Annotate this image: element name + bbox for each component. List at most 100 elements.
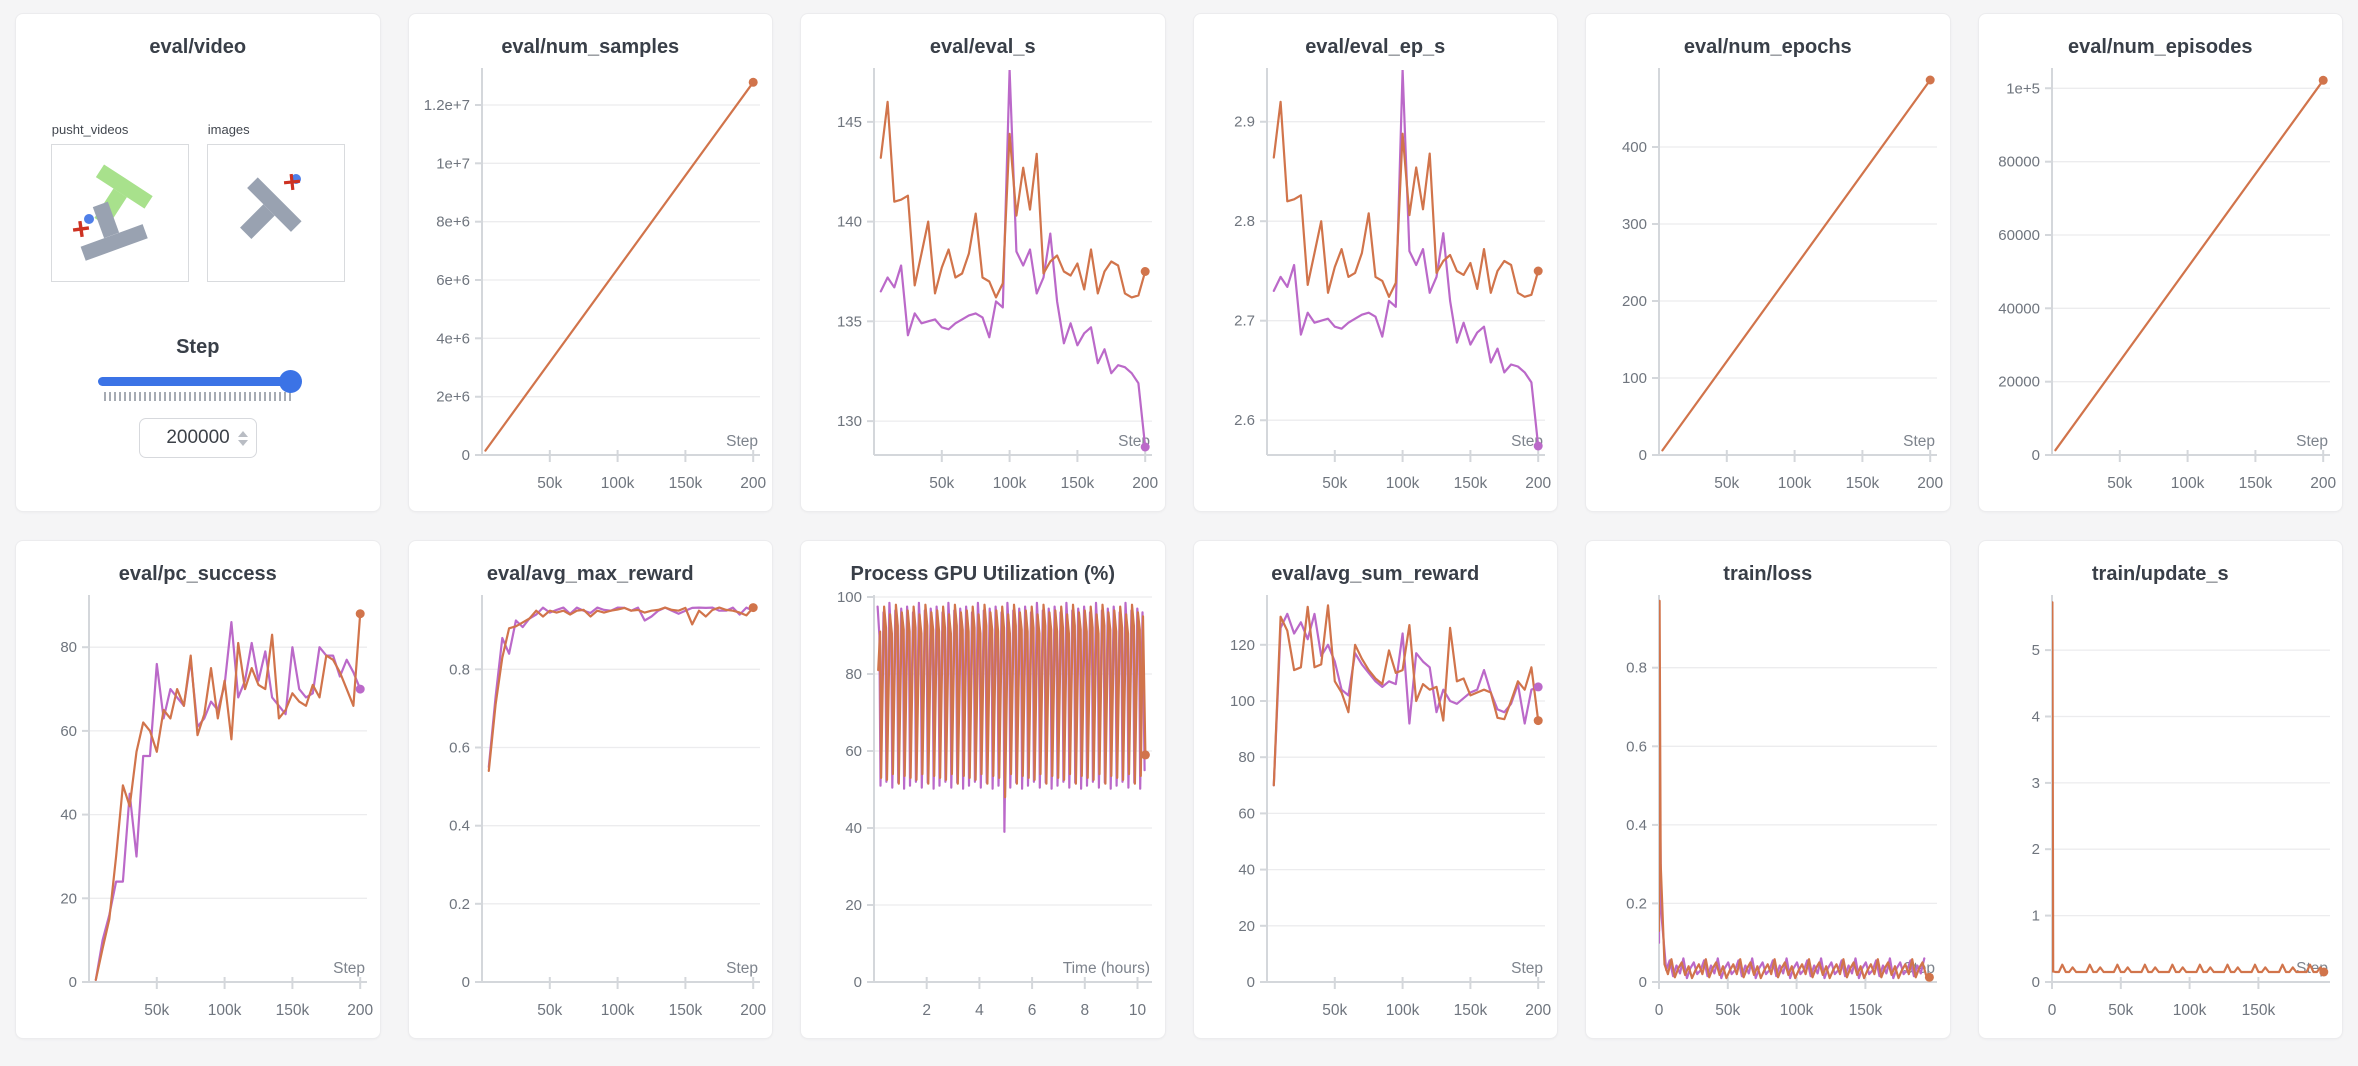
series-end-dot-run-orange [2318, 75, 2328, 85]
svg-text:200: 200 [348, 1002, 374, 1019]
chart-title: train/loss [1723, 563, 1813, 585]
series-end-dot-run-orange [748, 77, 758, 87]
svg-text:4: 4 [975, 1002, 984, 1019]
svg-text:0: 0 [1639, 447, 1647, 464]
svg-text:200: 200 [1133, 475, 1159, 492]
chart-eval-avg-sum-reward[interactable]: 0 20 40 60 80 100 120 50k 100k 150k 200 Step [1193, 591, 1558, 1038]
chart-title: eval/avg_max_reward [486, 563, 694, 585]
svg-text:4: 4 [2031, 709, 2039, 726]
svg-text:0.2: 0.2 [1626, 895, 1647, 912]
svg-text:6: 6 [1028, 1002, 1037, 1019]
pusht-env-image-frame [239, 173, 302, 239]
svg-text:200: 200 [740, 1002, 766, 1019]
chart-eval-avg-max-reward[interactable]: 0 0.2 0.4 0.6 0.8 50k 100k 150k 200 Step [408, 591, 773, 1038]
svg-text:150k: 150k [1061, 475, 1095, 492]
series-line-run-orange [94, 612, 362, 981]
svg-text:100k: 100k [601, 475, 635, 492]
series-end-dot-run-orange [1925, 972, 1935, 982]
svg-text:50k: 50k [1322, 475, 1347, 492]
svg-text:200: 200 [740, 475, 766, 492]
video-panel-title: eval/video [149, 36, 247, 58]
svg-text:150k: 150k [668, 475, 702, 492]
chart-eval-pc-success[interactable]: 0 20 40 60 80 50k 100k 150k 200 Step [15, 591, 380, 1038]
svg-text:50k: 50k [537, 1002, 562, 1019]
series-end-dot-run-orange [1141, 750, 1151, 760]
svg-text:1.2e+7: 1.2e+7 [423, 97, 469, 114]
svg-text:Time (hours): Time (hours) [1063, 960, 1150, 977]
svg-text:0.8: 0.8 [449, 661, 470, 678]
svg-text:80: 80 [846, 666, 863, 683]
step-slider-handle[interactable] [278, 370, 302, 393]
svg-text:100k: 100k [1780, 1002, 1814, 1019]
chart-title: eval/num_samples [501, 36, 680, 58]
chart-title: eval/num_epochs [1683, 36, 1852, 58]
series-end-dot-run-orange [1140, 267, 1150, 276]
svg-text:0: 0 [854, 974, 862, 991]
svg-text:135: 135 [837, 313, 862, 330]
svg-text:150k: 150k [276, 1002, 310, 1019]
stepper-down-icon[interactable] [237, 439, 248, 446]
series-line-run-orange [877, 603, 1147, 799]
svg-text:100: 100 [1230, 693, 1255, 710]
svg-text:140: 140 [837, 214, 862, 231]
chart-gpu-utilization[interactable]: 0 20 40 60 80 100 2 4 6 8 10 Time (hours) [800, 591, 1165, 1038]
chart-eval-num-episodes[interactable]: 0 20000 40000 60000 80000 1e+5 50k 100k 150k 200 S… [1978, 64, 2343, 511]
svg-text:Step: Step [726, 960, 758, 977]
svg-text:8e+6: 8e+6 [436, 214, 470, 231]
svg-text:6e+6: 6e+6 [436, 272, 470, 289]
chart-title: eval/eval_ep_s [1305, 36, 1446, 58]
series-line-run-purple [1659, 764, 1926, 980]
chart-eval-num-epochs[interactable]: 0 100 200 300 400 50k 100k 150k 200 Step [1585, 64, 1950, 511]
svg-text:1: 1 [2031, 908, 2039, 925]
svg-text:150k: 150k [668, 1002, 702, 1019]
svg-text:200: 200 [1622, 293, 1647, 310]
panel-eval-num-samples: eval/num_samples 0 2e+6 4e+6 6e+6 8e+6 1e+7 1.… [407, 13, 773, 512]
svg-text:3: 3 [2031, 775, 2039, 792]
pusht-video-thumbnail[interactable] [50, 144, 189, 282]
series-line-run-orange [2054, 79, 2325, 452]
svg-text:40: 40 [61, 807, 78, 824]
svg-text:1e+7: 1e+7 [436, 155, 470, 172]
svg-text:60: 60 [1238, 805, 1255, 822]
svg-text:60000: 60000 [1998, 227, 2040, 244]
svg-text:200: 200 [1918, 475, 1944, 492]
media-column-images: images [206, 122, 345, 282]
step-input[interactable] [143, 426, 232, 450]
series-line-run-orange [2051, 601, 2325, 974]
svg-text:100k: 100k [2173, 1002, 2207, 1019]
panel-train-update-s: train/update_s 0 1 2 3 4 5 0 50k 100k 150k Step [1977, 540, 2343, 1039]
step-slider-track[interactable] [97, 370, 302, 393]
svg-text:0.6: 0.6 [1626, 738, 1647, 755]
step-slider-tickmarks [103, 392, 292, 401]
series-line-run-purple [879, 70, 1147, 449]
svg-text:2.6: 2.6 [1234, 412, 1255, 429]
svg-text:40: 40 [846, 820, 863, 837]
images-thumbnail[interactable] [206, 144, 345, 282]
series-end-dot-run-orange [1925, 75, 1935, 85]
series-end-dot-run-orange [355, 609, 365, 619]
svg-text:150k: 150k [1453, 1002, 1487, 1019]
step-slider-label: Step [176, 336, 220, 358]
svg-text:50k: 50k [1716, 1002, 1741, 1019]
svg-text:150k: 150k [1849, 1002, 1883, 1019]
svg-text:0: 0 [461, 974, 469, 991]
svg-text:150k: 150k [2238, 475, 2272, 492]
series-line-run-purple [487, 606, 755, 769]
svg-text:50k: 50k [145, 1002, 170, 1019]
stepper-up-icon[interactable] [237, 430, 248, 437]
svg-text:2: 2 [2031, 841, 2039, 858]
panel-eval-eval-ep-s: eval/eval_ep_s 2.6 2.7 2.8 2.9 50k 100k 150k 20… [1192, 13, 1558, 512]
series-line-run-orange [1272, 604, 1540, 787]
svg-text:1e+5: 1e+5 [2006, 80, 2040, 97]
chart-eval-num-samples[interactable]: 0 2e+6 4e+6 6e+6 8e+6 1e+7 1.2e+7 50k 100k 150k 20… [408, 64, 773, 511]
svg-text:400: 400 [1622, 139, 1647, 156]
step-input-box [138, 418, 257, 458]
svg-text:40000: 40000 [1998, 300, 2040, 317]
svg-text:60: 60 [846, 743, 863, 760]
media-key-label: pusht_videos [51, 122, 129, 137]
